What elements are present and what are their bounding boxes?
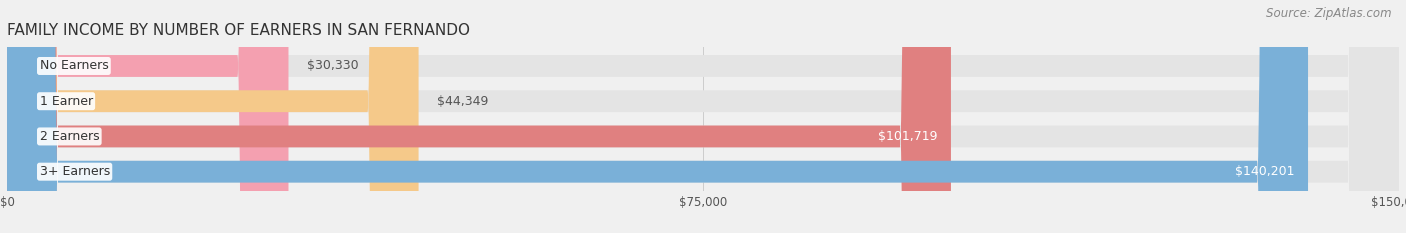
FancyBboxPatch shape	[7, 0, 1399, 233]
FancyBboxPatch shape	[7, 0, 1399, 233]
Text: $140,201: $140,201	[1234, 165, 1294, 178]
FancyBboxPatch shape	[7, 0, 1308, 233]
Text: $101,719: $101,719	[877, 130, 936, 143]
FancyBboxPatch shape	[7, 0, 1399, 233]
Text: 2 Earners: 2 Earners	[39, 130, 100, 143]
FancyBboxPatch shape	[7, 0, 419, 233]
FancyBboxPatch shape	[7, 0, 950, 233]
Text: Source: ZipAtlas.com: Source: ZipAtlas.com	[1267, 7, 1392, 20]
Text: $44,349: $44,349	[437, 95, 488, 108]
Text: 3+ Earners: 3+ Earners	[39, 165, 110, 178]
Text: No Earners: No Earners	[39, 59, 108, 72]
Text: 1 Earner: 1 Earner	[39, 95, 93, 108]
FancyBboxPatch shape	[7, 0, 1399, 233]
Text: $30,330: $30,330	[307, 59, 359, 72]
Text: FAMILY INCOME BY NUMBER OF EARNERS IN SAN FERNANDO: FAMILY INCOME BY NUMBER OF EARNERS IN SA…	[7, 24, 470, 38]
FancyBboxPatch shape	[7, 0, 288, 233]
